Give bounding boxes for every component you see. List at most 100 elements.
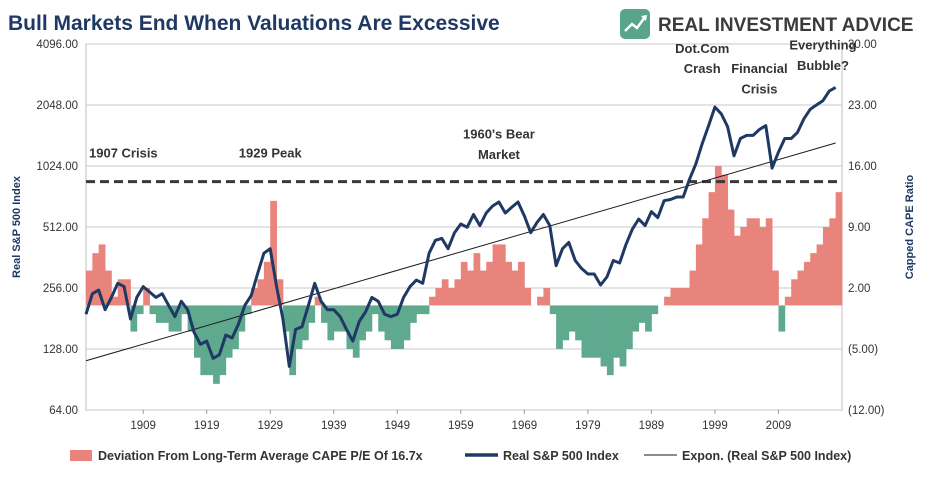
cape-deviation-bar-negative bbox=[587, 305, 595, 358]
right-tick-label: 2.00 bbox=[848, 283, 870, 295]
cape-deviation-bar-negative bbox=[378, 305, 385, 332]
x-tick-label: 1979 bbox=[575, 420, 601, 432]
sp500-line-path bbox=[84, 86, 837, 368]
cape-deviation-bar-negative bbox=[213, 305, 220, 384]
cape-deviation-bar-positive bbox=[740, 227, 748, 306]
trendline-path bbox=[85, 142, 836, 362]
cape-deviation-bar-negative bbox=[333, 305, 341, 332]
left-tick-label: 2048.00 bbox=[36, 100, 78, 112]
right-tick-label: 16.00 bbox=[848, 161, 877, 173]
cape-deviation-bar-positive bbox=[746, 218, 754, 306]
legend-label-deviation: Deviation From Long-Term Average CAPE P/… bbox=[98, 449, 423, 463]
cape-deviation-bar-positive bbox=[702, 218, 709, 306]
cape-deviation-bar-negative bbox=[778, 305, 786, 332]
cape-deviation-bar-negative bbox=[384, 305, 392, 341]
cape-deviation-bar-positive bbox=[479, 270, 487, 306]
cape-deviation-bar-positive bbox=[143, 288, 150, 306]
legend-swatch-deviation bbox=[70, 450, 92, 461]
cape-deviation-bar-positive bbox=[784, 296, 792, 306]
cape-deviation-bar-positive bbox=[98, 244, 106, 306]
annotation-label: 1907 Crisis bbox=[89, 146, 158, 161]
cape-deviation-bar-negative bbox=[575, 305, 582, 341]
legend-label-sp500: Real S&P 500 Index bbox=[503, 449, 619, 463]
chart-title: Bull Markets End When Valuations Are Exc… bbox=[8, 12, 500, 35]
right-axis-ticks: 30.00 23.00 16.00 9.00 2.00 (5.00) (12.00) bbox=[848, 39, 885, 417]
x-tick-label: 2009 bbox=[766, 420, 792, 432]
cape-deviation-bar-negative bbox=[365, 305, 373, 332]
cape-deviation-bar-positive bbox=[695, 244, 703, 306]
cape-deviation-bar-negative bbox=[302, 305, 309, 341]
annotation-label: Financial bbox=[731, 61, 787, 76]
left-tick-label: 4096.00 bbox=[36, 39, 78, 51]
cape-deviation-bar-negative bbox=[645, 305, 652, 332]
cape-deviation-bar-positive bbox=[429, 296, 436, 306]
annotation-label: 1929 Peak bbox=[239, 145, 303, 160]
left-axis-ticks: 4096.00 2048.00 1024.00 512.00 256.00 128.00 6… bbox=[36, 39, 78, 417]
cape-deviation-bar-positive bbox=[734, 235, 741, 306]
cape-deviation-bar-negative bbox=[130, 305, 138, 332]
x-tick-label: 1989 bbox=[639, 420, 665, 432]
cape-deviation-bar-negative bbox=[149, 305, 157, 315]
cape-deviation-bar-negative bbox=[162, 305, 169, 323]
cape-deviation-bar-positive bbox=[257, 279, 265, 306]
cape-deviation-bar-negative bbox=[327, 305, 335, 341]
annotation-label: 1960's Bear bbox=[463, 126, 535, 141]
x-tick-label: 1939 bbox=[321, 420, 347, 432]
cape-deviation-bar-negative bbox=[613, 305, 621, 358]
left-tick-label: 128.00 bbox=[43, 344, 78, 356]
left-tick-label: 1024.00 bbox=[36, 161, 78, 173]
cape-deviation-bar-negative bbox=[594, 305, 601, 358]
x-tick-label: 1999 bbox=[702, 420, 728, 432]
cape-deviation-bar-negative bbox=[340, 305, 347, 332]
right-tick-label: 23.00 bbox=[848, 100, 877, 112]
cape-deviation-bar-negative bbox=[244, 305, 252, 315]
x-tick-label: 1909 bbox=[130, 420, 156, 432]
cape-deviation-bar-negative bbox=[606, 305, 614, 376]
cape-deviation-bar-negative bbox=[556, 305, 563, 349]
left-tick-label: 512.00 bbox=[43, 222, 78, 234]
cape-deviation-bar-negative bbox=[225, 305, 233, 358]
cape-deviation-bar-positive bbox=[460, 261, 468, 306]
cape-deviation-bar-positive bbox=[543, 288, 551, 306]
cape-deviation-bar-negative bbox=[422, 305, 430, 315]
cape-deviation-bar-positive bbox=[670, 288, 678, 306]
cape-deviation-bar-negative bbox=[549, 305, 557, 315]
cape-deviation-bar-positive bbox=[498, 244, 506, 306]
cape-deviation-bar-positive bbox=[537, 296, 544, 306]
cape-deviation-bar-negative bbox=[371, 305, 379, 315]
arrow-head-icon bbox=[641, 15, 647, 21]
cape-deviation-bar-negative bbox=[410, 305, 417, 323]
cape-deviation-bar-positive bbox=[791, 279, 798, 306]
cape-deviation-bar-negative bbox=[206, 305, 214, 376]
brand-name: REAL INVESTMENT ADVICE bbox=[658, 15, 913, 36]
cape-deviation-bar-positive bbox=[473, 253, 481, 306]
cape-deviation-bar-positive bbox=[822, 227, 830, 306]
cape-deviation-bar-negative bbox=[562, 305, 570, 341]
cape-deviation-bar-positive bbox=[829, 218, 837, 306]
cape-deviation-bar-positive bbox=[765, 218, 773, 306]
cape-deviation-bar-negative bbox=[200, 305, 208, 376]
cape-deviation-bar-negative bbox=[651, 305, 659, 315]
cape-deviation-bar-positive bbox=[518, 261, 525, 306]
cape-deviation-bar-positive bbox=[708, 192, 716, 306]
x-axis-ticks: 1909 1919 1929 1939 1949 1959 1969 1979 1989 1999… bbox=[130, 410, 791, 432]
cape-deviation-bar-negative bbox=[136, 305, 144, 315]
cape-deviation-bar-positive bbox=[276, 279, 284, 306]
cape-deviation-bar-negative bbox=[600, 305, 608, 367]
cape-deviation-bar-positive bbox=[251, 288, 258, 306]
cape-deviation-bar-positive bbox=[270, 200, 277, 306]
right-tick-label: 30.00 bbox=[848, 39, 877, 51]
cape-deviation-bar-positive bbox=[816, 244, 824, 306]
cape-deviation-bar-positive bbox=[467, 270, 474, 306]
cape-deviation-bar-positive bbox=[664, 296, 671, 306]
cape-deviation-bar-positive bbox=[810, 253, 817, 306]
annotation-label: Crash bbox=[684, 61, 721, 76]
cape-deviation-bar-positive bbox=[803, 261, 811, 306]
cape-deviation-bar-positive bbox=[263, 261, 271, 306]
cape-deviation-bar-negative bbox=[321, 305, 328, 323]
cape-deviation-bar-negative bbox=[168, 305, 176, 332]
cape-deviation-bar-positive bbox=[689, 270, 697, 306]
legend-label-trendline: Expon. (Real S&P 500 Index) bbox=[682, 449, 851, 463]
